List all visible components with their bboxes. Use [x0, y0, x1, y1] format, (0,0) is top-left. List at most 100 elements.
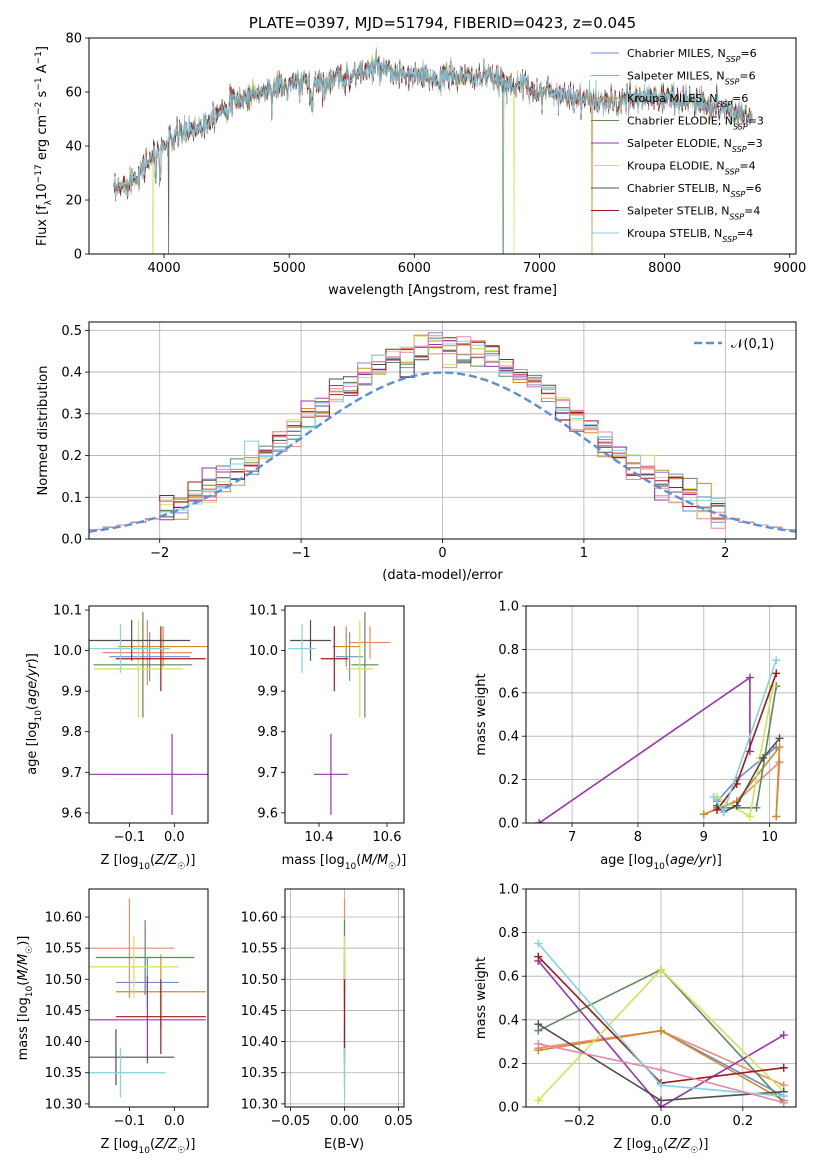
- legend-label: Chabrier MILES, NSSP=6: [627, 47, 757, 64]
- x-tick-label: 5000: [273, 261, 306, 276]
- y-tick-label: 10.35: [241, 1066, 278, 1081]
- z-mass-frame: [88, 888, 209, 1108]
- z-weight-xlabel: Z [log10(Z/Z☉)]: [614, 1137, 709, 1156]
- weight-point-marker: [779, 1098, 788, 1107]
- ebv-mass-axes: −0.05 0.00 0.05 10.30 10.35 10.40 10.45 10.50 10…: [241, 889, 413, 1129]
- x-tick-label: 0.0: [651, 1114, 672, 1129]
- y-tick-label: 9.6: [61, 806, 82, 821]
- z-mass-xlabel: Z [log10(Z/Z☉)]: [101, 1137, 196, 1156]
- y-tick-label: 0.1: [61, 491, 82, 506]
- y-tick-label: 10.0: [249, 644, 278, 659]
- y-tick-label: 0.0: [498, 1101, 519, 1116]
- x-tick-label: 10.6: [373, 830, 402, 845]
- x-tick-label: 6000: [398, 261, 431, 276]
- weight-point-marker: [534, 1096, 543, 1105]
- x-tick-label: 7: [568, 830, 576, 845]
- legend-label: Chabrier STELIB, NSSP=6: [627, 182, 761, 199]
- y-tick-label: 9.8: [61, 725, 82, 740]
- x-tick-label: 0.2: [732, 1114, 753, 1129]
- y-tick-label: 0.2: [61, 449, 82, 464]
- weight-point-marker: [657, 1096, 665, 1105]
- spectrum-axes: 4000 5000 6000 7000 8000 9000 0 20 40 60 80: [65, 32, 806, 277]
- x-tick-label: 1: [580, 546, 588, 561]
- y-tick-label: 9.6: [257, 806, 278, 821]
- y-tick-label: 1.0: [498, 883, 519, 898]
- y-tick-label: 0.4: [498, 730, 519, 745]
- y-tick-label: 0: [74, 248, 82, 263]
- z-mass-axes: −0.1 0.0 10.30 10.35 10.40 10.45 10.50 10.55 10.…: [45, 911, 185, 1129]
- spectrum-legend: Chabrier MILES, NSSP=6 Salpeter MILES, NS…: [591, 47, 764, 244]
- weight-point-marker: [657, 1081, 665, 1090]
- y-tick-label: 20: [65, 194, 82, 209]
- x-tick-label: −0.1: [114, 830, 146, 845]
- y-tick-label: 10.0: [53, 644, 82, 659]
- spectrum-series-line: [113, 50, 753, 200]
- ebv-mass-frame: [284, 888, 405, 1108]
- age-weight-frame: [525, 605, 797, 824]
- z-weight-ylabel: mass weight: [474, 957, 489, 1039]
- weight-series-line: [537, 960, 785, 1107]
- x-tick-label: −1: [292, 546, 311, 561]
- mass-age-xlabel: mass [log10(M/M☉)]: [282, 853, 407, 872]
- age-weight-ylabel: mass weight: [474, 673, 489, 755]
- y-tick-label: 9.7: [257, 766, 278, 781]
- legend-label: Kroupa MILES, NSSP=6: [627, 92, 748, 109]
- z-age-ylabel: age [log10(age/yr)]: [25, 653, 44, 775]
- y-tick-label: 10.60: [241, 911, 278, 926]
- x-tick-label: −0.1: [114, 1114, 146, 1129]
- y-tick-label: 0.2: [498, 773, 519, 788]
- z-age-xlabel: Z [log10(Z/Z☉)]: [101, 853, 196, 872]
- weight-point-marker: [699, 810, 708, 819]
- weight-point-marker: [772, 656, 781, 665]
- y-tick-label: 1.0: [498, 600, 519, 615]
- y-tick-label: 60: [65, 86, 82, 101]
- x-tick-label: 0.05: [384, 1114, 413, 1129]
- legend-label: Kroupa ELODIE, NSSP=4: [627, 160, 756, 177]
- x-tick-label: 0: [438, 546, 446, 561]
- weight-point-marker: [534, 939, 543, 948]
- z-weight-frame: [525, 888, 797, 1108]
- y-tick-label: 0.8: [498, 926, 519, 941]
- x-tick-label: 7000: [523, 261, 556, 276]
- y-tick-label: 10.50: [241, 973, 278, 988]
- y-tick-label: 0.0: [61, 533, 82, 548]
- weight-point-marker: [779, 1031, 788, 1040]
- histogram-series: [89, 335, 796, 532]
- y-tick-label: 0.8: [498, 643, 519, 658]
- age-weight-axes: 7 8 9 10 0.0 0.2 0.4 0.6 0.8 1.0: [498, 600, 796, 845]
- y-tick-label: 10.1: [53, 604, 82, 619]
- weight-point-marker: [779, 1063, 788, 1072]
- y-tick-label: 10.50: [45, 973, 82, 988]
- y-tick-label: 10.30: [241, 1097, 278, 1112]
- weight-point-marker: [657, 965, 665, 974]
- x-tick-label: 2: [721, 546, 729, 561]
- z-age-points: [89, 612, 208, 815]
- y-tick-label: 0.4: [498, 1013, 519, 1028]
- weight-point-marker: [534, 952, 543, 961]
- age-weight-xlabel: age [log10(age/yr)]: [600, 853, 722, 872]
- weight-point-marker: [745, 812, 754, 821]
- spectrum-title: PLATE=0397, MJD=51794, FIBERID=0423, z=0…: [249, 14, 636, 32]
- z-age-axes: −0.1 0.0 9.6 9.7 9.8 9.9 10.0 10.1: [53, 604, 185, 845]
- weight-point-marker: [657, 1065, 665, 1074]
- x-tick-label: 0.0: [164, 1114, 185, 1129]
- x-tick-label: 8: [634, 830, 642, 845]
- y-tick-label: 9.8: [257, 725, 278, 740]
- x-tick-label: 0.00: [330, 1114, 359, 1129]
- y-tick-label: 80: [65, 32, 82, 47]
- x-tick-label: 4000: [148, 261, 181, 276]
- z-age-frame: [88, 605, 209, 824]
- x-tick-label: −0.05: [270, 1114, 310, 1129]
- spectrum-ylabel: Flux [fλ10−17 erg cm−2 s−1 A−1]: [34, 46, 54, 246]
- z-weight-axes: −0.2 0.0 0.2 0.0 0.2 0.4 0.6 0.8 1.0: [498, 883, 796, 1129]
- weight-point-marker: [772, 812, 781, 821]
- weight-point-marker: [772, 669, 781, 678]
- y-tick-label: 9.9: [257, 685, 278, 700]
- y-tick-label: 9.7: [61, 766, 82, 781]
- x-tick-label: 9000: [773, 261, 806, 276]
- ebv-mass-xlabel: E(B-V): [324, 1137, 364, 1152]
- y-tick-label: 10.45: [241, 1004, 278, 1019]
- y-tick-label: 40: [65, 140, 82, 155]
- spectrum-lines: [113, 47, 753, 254]
